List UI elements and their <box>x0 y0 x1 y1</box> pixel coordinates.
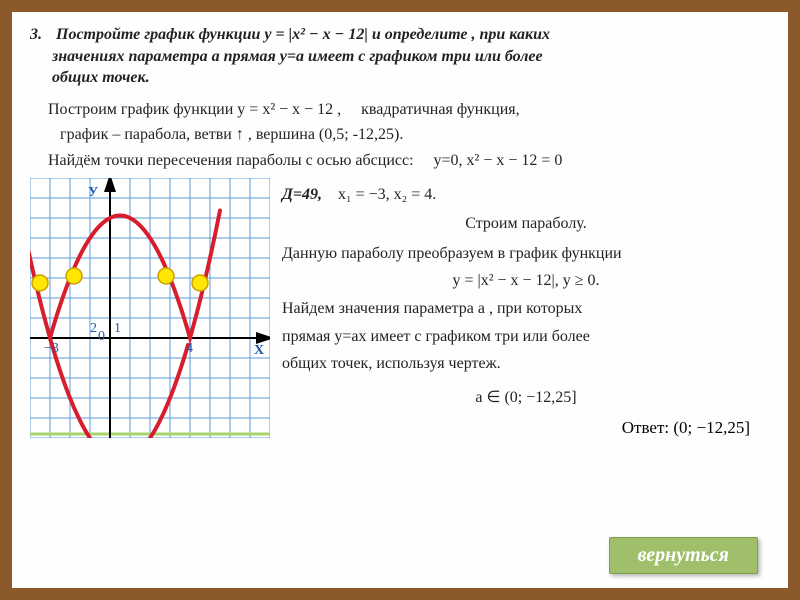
step1e: y=0, x² − x − 12 = 0 <box>434 152 563 169</box>
roots: x₁ = −3, x₂ = 4. <box>338 186 436 203</box>
step1a: Построим график функции y = x² − x − 12 … <box>48 101 341 118</box>
transform1: Данную параболу преобразуем в график фун… <box>282 243 770 265</box>
problem-statement: 3. Постройте график функции y = |x² − x … <box>30 24 770 89</box>
transform2: y = |x² − x − 12|, y ≥ 0. <box>282 270 770 292</box>
back-button[interactable]: вернуться <box>609 537 758 574</box>
answer-row: Ответ: (0; −12,25] <box>282 418 750 438</box>
back-label: вернуться <box>638 544 729 566</box>
find3: общих точек, используя чертеж. <box>282 353 770 375</box>
text-column: Д=49, x₁ = −3, x₂ = 4. Строим параболу. … <box>282 178 770 439</box>
svg-text:4: 4 <box>186 341 193 356</box>
chart-text-row: У Х −3 4 01 2 Д=49, x₁ = −3, x₂ = 4. Строим п… <box>30 178 770 439</box>
find2t: прямая y=ax имеет с графиком три или бол… <box>282 328 590 345</box>
problem-line2: значениях параметра a прямая y=a имеет с… <box>52 48 543 65</box>
step1b: квадратичная функция, <box>361 101 519 118</box>
step-build-fn: Построим график функции y = x² − x − 12 … <box>48 99 770 121</box>
step-intersect: Найдём точки пересечения параболы с осью… <box>48 150 770 172</box>
svg-text:У: У <box>88 185 98 200</box>
step-vertex: график – парабола, ветви ↑ , вершина (0,… <box>60 124 770 146</box>
problem-number: 3. <box>30 24 52 46</box>
slide-frame: 3. Постройте график функции y = |x² − x … <box>0 0 800 600</box>
build-parab: Строим параболу. <box>282 213 770 235</box>
svg-text:2: 2 <box>90 321 97 336</box>
svg-text:−3: −3 <box>44 341 59 356</box>
a-interval: a ∈ (0; −12,25] <box>282 387 770 409</box>
svg-text:Х: Х <box>254 343 264 358</box>
problem-line3: общих точек. <box>52 69 150 86</box>
svg-text:0: 0 <box>98 329 105 344</box>
problem-line1: Постройте график функции y = |x² − x − 1… <box>56 26 550 43</box>
find2: прямая y=ax имеет с графиком три или бол… <box>282 326 770 348</box>
parabola-chart: У Х −3 4 01 2 <box>30 178 270 438</box>
step1d: Найдём точки пересечения параболы с осью… <box>48 152 414 169</box>
disc: Д=49, <box>282 186 322 203</box>
answer-label: Ответ: <box>622 418 669 437</box>
svg-text:1: 1 <box>114 321 121 336</box>
discriminant-line: Д=49, x₁ = −3, x₂ = 4. <box>282 184 770 206</box>
answer-value: (0; −12,25] <box>673 418 750 437</box>
chart-column: У Х −3 4 01 2 <box>30 178 270 438</box>
find1: Найдем значения параметра a , при которы… <box>282 298 770 320</box>
